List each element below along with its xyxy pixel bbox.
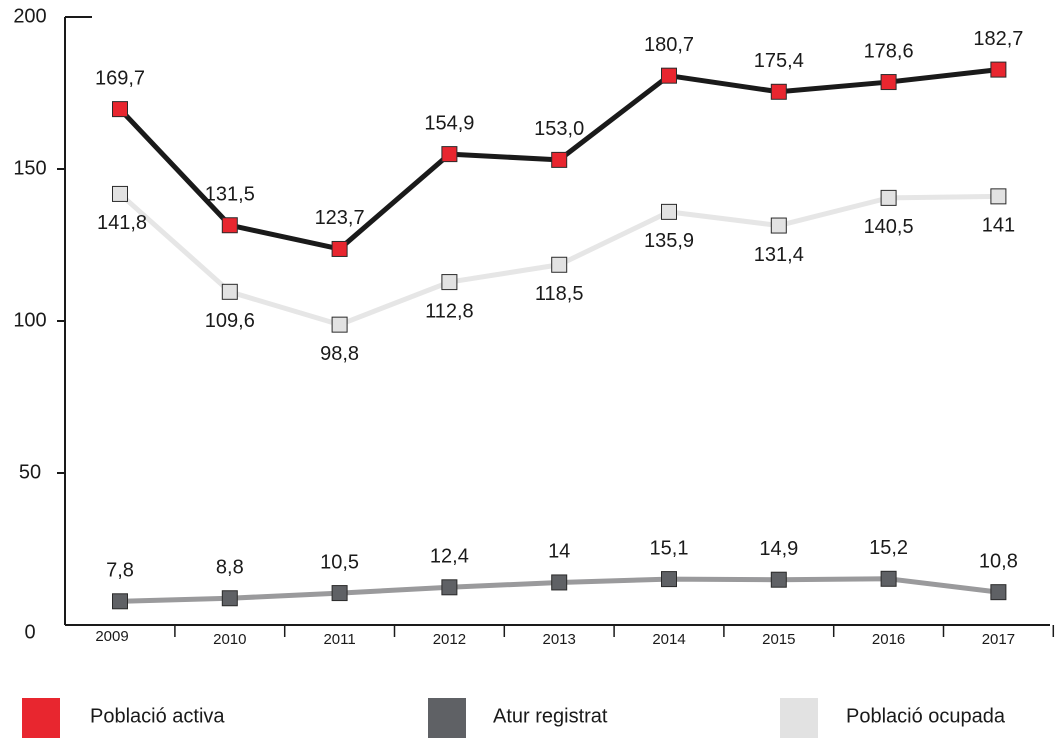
data-label: 182,7 [973,28,1023,50]
marker [112,593,128,610]
data-label: 10,8 [979,550,1018,572]
data-label: 15,2 [869,537,908,559]
data-label: 131,5 [205,184,255,206]
marker [770,217,787,234]
data-label: 153,0 [534,118,584,140]
marker [551,574,568,591]
marker [880,570,897,587]
data-label: 140,5 [864,216,914,238]
marker [661,67,677,84]
y-tick-label: 100 [13,309,46,331]
data-label: 154,9 [424,112,474,134]
legend-label: Atur registrat [493,705,608,727]
data-label: 10,5 [320,551,359,573]
marker [770,83,787,100]
marker [880,189,897,206]
legend-label: Població ocupada [846,705,1006,727]
x-tick-label: 2011 [323,631,355,648]
marker [221,217,238,234]
marker [990,61,1007,78]
data-label: 141,8 [97,212,147,234]
marker [221,283,238,300]
legend-label: Població activa [90,705,225,727]
data-label: 135,9 [644,230,694,252]
marker [441,274,458,291]
y-tick-label: 0 [24,621,35,643]
x-tick-label: 2010 [213,631,246,648]
data-label: 118,5 [535,283,584,305]
x-tick-label: 2015 [762,631,795,648]
marker [551,151,568,168]
marker [221,590,238,607]
data-label: 131,4 [754,244,804,266]
data-label: 8,8 [216,557,244,579]
data-label: 12,4 [430,546,469,568]
x-tick-label: 2013 [543,631,576,648]
marker [331,585,348,602]
data-label: 15,1 [650,537,689,559]
data-label: 169,7 [95,67,145,89]
x-tick-label: 2014 [652,631,685,648]
y-tick-label: 200 [13,5,46,27]
data-label: 141 [982,215,1015,237]
marker [661,203,677,220]
data-label: 112,8 [425,300,474,322]
y-tick-label: 150 [13,157,46,179]
x-tick-label: 2012 [433,631,466,648]
marker [331,316,348,333]
marker [551,256,568,273]
data-label: 14 [548,541,570,563]
data-label: 14,9 [759,538,798,560]
data-label: 175,4 [754,50,804,72]
marker [331,240,348,257]
x-tick-label: 2009 [95,628,128,645]
marker [661,571,677,588]
data-label: 98,8 [320,343,359,365]
marker [990,188,1007,205]
marker [112,101,128,118]
data-label: 7,8 [106,560,134,582]
data-label: 178,6 [864,40,914,62]
marker [770,571,787,588]
x-tick-label: 2016 [872,631,905,648]
data-label: 109,6 [205,310,255,332]
marker [441,579,458,596]
marker [880,74,897,91]
legend-swatch [428,698,466,738]
marker [441,146,458,163]
legend-swatch [22,698,60,738]
marker [990,584,1007,601]
data-label: 123,7 [315,207,365,229]
x-tick-label: 2017 [982,631,1015,648]
y-tick-label: 50 [19,461,41,483]
legend-swatch [780,698,818,738]
data-label: 180,7 [644,34,694,56]
marker [112,185,128,202]
